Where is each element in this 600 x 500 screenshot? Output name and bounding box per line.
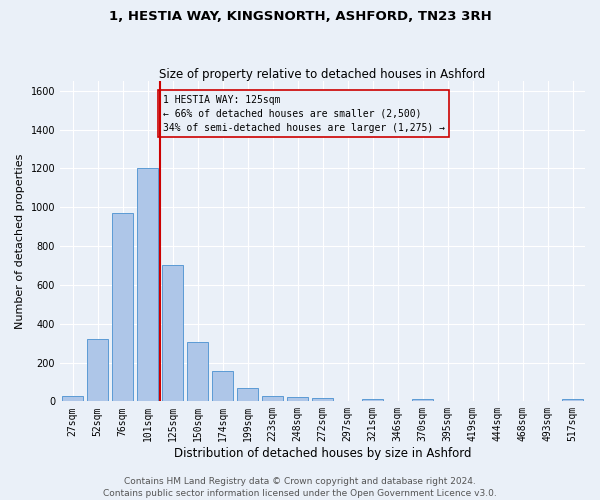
Bar <box>237 388 258 402</box>
Bar <box>112 213 133 402</box>
Bar <box>187 342 208 402</box>
Text: 1, HESTIA WAY, KINGSNORTH, ASHFORD, TN23 3RH: 1, HESTIA WAY, KINGSNORTH, ASHFORD, TN23… <box>109 10 491 23</box>
Bar <box>412 399 433 402</box>
Bar <box>162 266 183 402</box>
Bar <box>562 399 583 402</box>
Bar <box>212 371 233 402</box>
Title: Size of property relative to detached houses in Ashford: Size of property relative to detached ho… <box>160 68 485 81</box>
Bar <box>62 396 83 402</box>
Bar <box>262 396 283 402</box>
Bar <box>362 399 383 402</box>
Text: 1 HESTIA WAY: 125sqm
← 66% of detached houses are smaller (2,500)
34% of semi-de: 1 HESTIA WAY: 125sqm ← 66% of detached h… <box>163 94 445 132</box>
Bar <box>87 339 108 402</box>
Bar <box>137 168 158 402</box>
Bar <box>287 398 308 402</box>
Text: Contains HM Land Registry data © Crown copyright and database right 2024.
Contai: Contains HM Land Registry data © Crown c… <box>103 476 497 498</box>
Bar <box>312 398 333 402</box>
Y-axis label: Number of detached properties: Number of detached properties <box>15 154 25 329</box>
X-axis label: Distribution of detached houses by size in Ashford: Distribution of detached houses by size … <box>174 447 471 460</box>
